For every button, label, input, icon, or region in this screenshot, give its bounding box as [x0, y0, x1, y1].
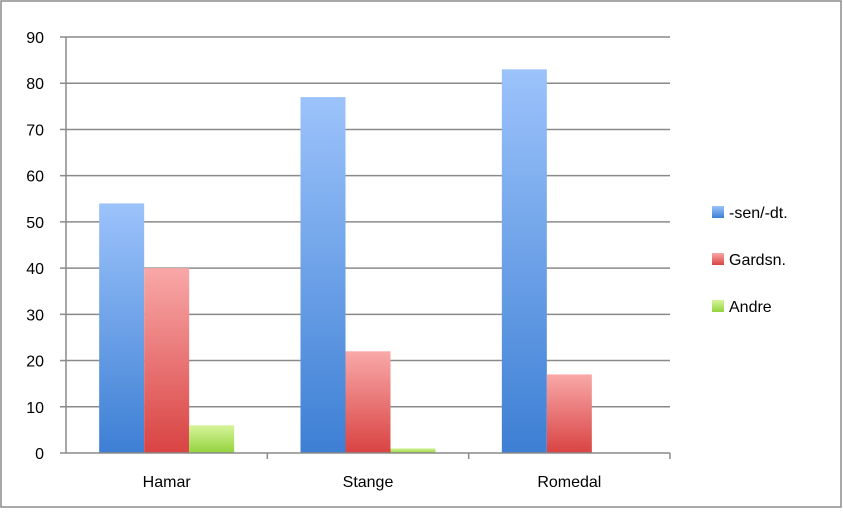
bar-gardsn-stange [345, 351, 391, 453]
bar-sen-dt-stange [300, 97, 346, 453]
y-tick-label: 90 [26, 30, 44, 47]
legend-label: Gardsn. [729, 252, 786, 269]
y-tick-label: 70 [26, 122, 44, 139]
y-tick-label: 50 [26, 215, 44, 232]
legend-swatch [712, 253, 724, 265]
bar-gardsn-romedal [546, 374, 592, 453]
bar-andre-stange [390, 448, 436, 453]
bars [99, 69, 592, 453]
y-tick-label: 20 [26, 354, 44, 371]
legend-label: -sen/-dt. [729, 205, 788, 222]
x-tick-label: Romedal [537, 474, 601, 491]
bar-gardsn-hamar [144, 268, 190, 453]
y-tick-label: 0 [35, 446, 44, 463]
axes: 0 10 20 30 40 50 60 70 80 90 Hamar Stange Romedal [26, 30, 671, 491]
legend: -sen/-dt. Gardsn. Andre [712, 205, 788, 316]
x-tick-label: Stange [343, 474, 394, 491]
legend-swatch [712, 300, 724, 312]
legend-label: Andre [729, 299, 772, 316]
y-tick-label: 80 [26, 76, 44, 93]
bar-sen-dt-hamar [99, 203, 145, 453]
y-tick-label: 60 [26, 169, 44, 186]
x-tick-label: Hamar [143, 474, 192, 491]
y-tick-label: 30 [26, 307, 44, 324]
bar-sen-dt-romedal [501, 69, 547, 453]
y-tick-label: 10 [26, 400, 44, 417]
y-tick-label: 40 [26, 261, 44, 278]
bar-andre-hamar [189, 425, 235, 453]
legend-swatch [712, 206, 724, 218]
